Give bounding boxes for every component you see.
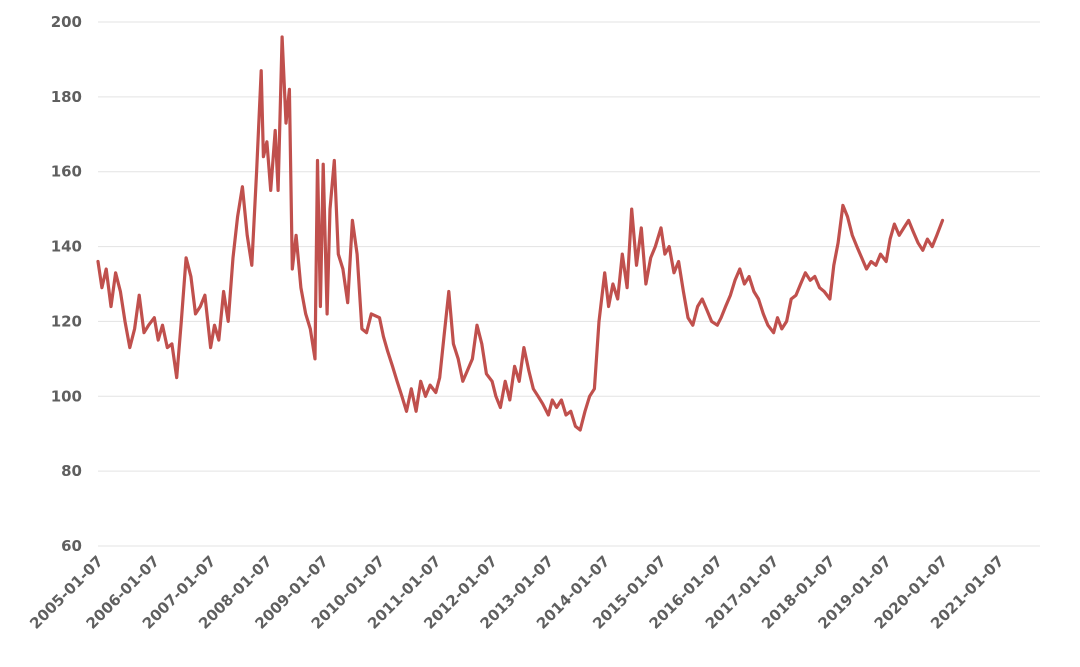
y-tick-label: 200 xyxy=(51,13,82,31)
y-tick-label: 180 xyxy=(51,88,82,106)
y-tick-label: 100 xyxy=(51,387,82,405)
y-tick-label: 160 xyxy=(51,163,82,181)
series-lines xyxy=(96,35,945,432)
y-tick-label: 140 xyxy=(51,238,82,256)
y-axis-tick-labels: 60 80 100 120 140 160 180 200 xyxy=(51,13,82,555)
y-tick-label: 120 xyxy=(51,312,82,330)
gridlines xyxy=(98,21,1040,547)
x-axis-tick-labels: 2005-01-072006-01-072007-01-072008-01-07… xyxy=(26,552,1007,633)
y-tick-label: 80 xyxy=(61,462,82,480)
series-line-0 xyxy=(96,35,945,432)
y-tick-label: 60 xyxy=(61,537,82,555)
